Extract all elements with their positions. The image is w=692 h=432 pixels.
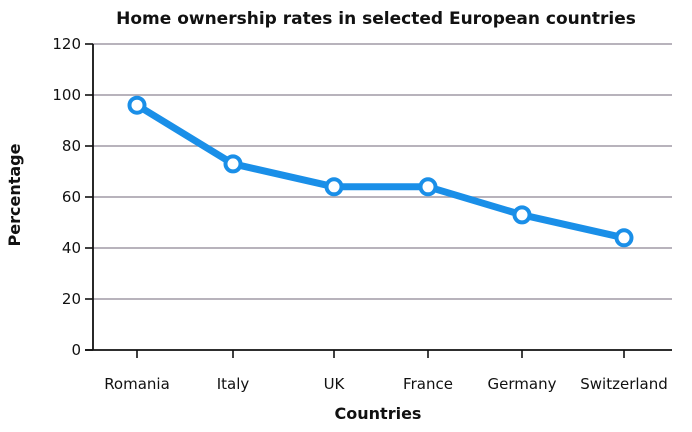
gridlines — [93, 43, 672, 300]
x-tick-label: Switzerland — [580, 375, 668, 393]
data-point — [614, 228, 634, 248]
y-tick-label: 20 — [62, 290, 81, 308]
chart-title: Home ownership rates in selected Europea… — [116, 9, 636, 29]
x-axis-title: Countries — [335, 404, 422, 423]
x-tick-label: UK — [324, 375, 346, 393]
y-axis-ticks: 0 20 40 60 80 100 120 — [52, 35, 93, 359]
y-axis-title: Percentage — [5, 143, 24, 246]
data-point — [223, 154, 243, 174]
data-point — [418, 177, 438, 197]
data-point — [324, 177, 344, 197]
x-tick-label: France — [403, 375, 453, 393]
data-point — [512, 205, 532, 225]
y-tick-label: 100 — [52, 86, 81, 104]
y-tick-label: 80 — [62, 137, 81, 155]
x-axis-ticks: Romania Italy UK France Germany Switzerland — [104, 350, 668, 393]
x-tick-label: Italy — [217, 375, 250, 393]
y-tick-label: 120 — [52, 35, 81, 53]
y-tick-label: 60 — [62, 188, 81, 206]
series-layer — [127, 95, 634, 248]
data-point — [127, 95, 147, 115]
x-tick-label: Romania — [104, 375, 170, 393]
y-tick-label: 40 — [62, 239, 81, 257]
series-line — [133, 101, 628, 242]
y-tick-label: 0 — [71, 341, 81, 359]
x-tick-label: Germany — [488, 375, 557, 393]
